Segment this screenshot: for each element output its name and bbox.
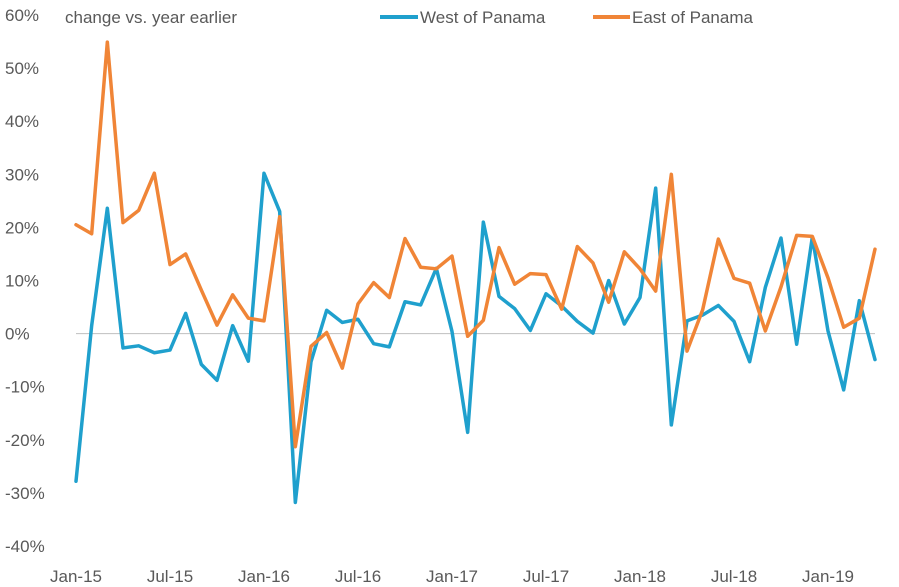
y-axis: -40% -30% -20% -10% 0% 10% 20% 30% 40% 50% 60% <box>5 6 45 556</box>
y-tick-label: 30% <box>5 165 39 184</box>
series-line-east-of-panama <box>74 40 877 449</box>
legend-label-west-of-panama: West of Panama <box>420 8 546 27</box>
x-tick-label: Jul-17 <box>523 567 569 586</box>
x-axis: Jan-15 Jul-15 Jan-16 Jul-16 Jan-17 Jul-17 Jan-… <box>50 567 854 586</box>
x-tick-label: Jan-17 <box>426 567 478 586</box>
y-tick-label: -30% <box>5 484 45 503</box>
legend: West of Panama East of Panama <box>380 8 754 27</box>
x-tick-label: Jul-18 <box>711 567 757 586</box>
x-tick-label: Jan-16 <box>238 567 290 586</box>
series-layer <box>74 40 877 505</box>
x-tick-label: Jul-16 <box>335 567 381 586</box>
y-tick-label: 50% <box>5 59 39 78</box>
y-tick-label: -20% <box>5 431 45 450</box>
series-line-west-of-panama <box>74 171 877 505</box>
y-tick-label: 60% <box>5 6 39 25</box>
x-tick-label: Jan-19 <box>802 567 854 586</box>
legend-label-east-of-panama: East of Panama <box>632 8 754 27</box>
y-tick-label: -10% <box>5 378 45 397</box>
y-tick-label: 0% <box>5 325 30 344</box>
x-tick-label: Jan-18 <box>614 567 666 586</box>
x-tick-label: Jul-15 <box>147 567 193 586</box>
y-tick-label: 10% <box>5 272 39 291</box>
x-tick-label: Jan-15 <box>50 567 102 586</box>
y-tick-label: 20% <box>5 218 39 237</box>
y-axis-subtitle: change vs. year earlier <box>65 8 237 27</box>
y-tick-label: -40% <box>5 537 45 556</box>
y-tick-label: 40% <box>5 112 39 131</box>
